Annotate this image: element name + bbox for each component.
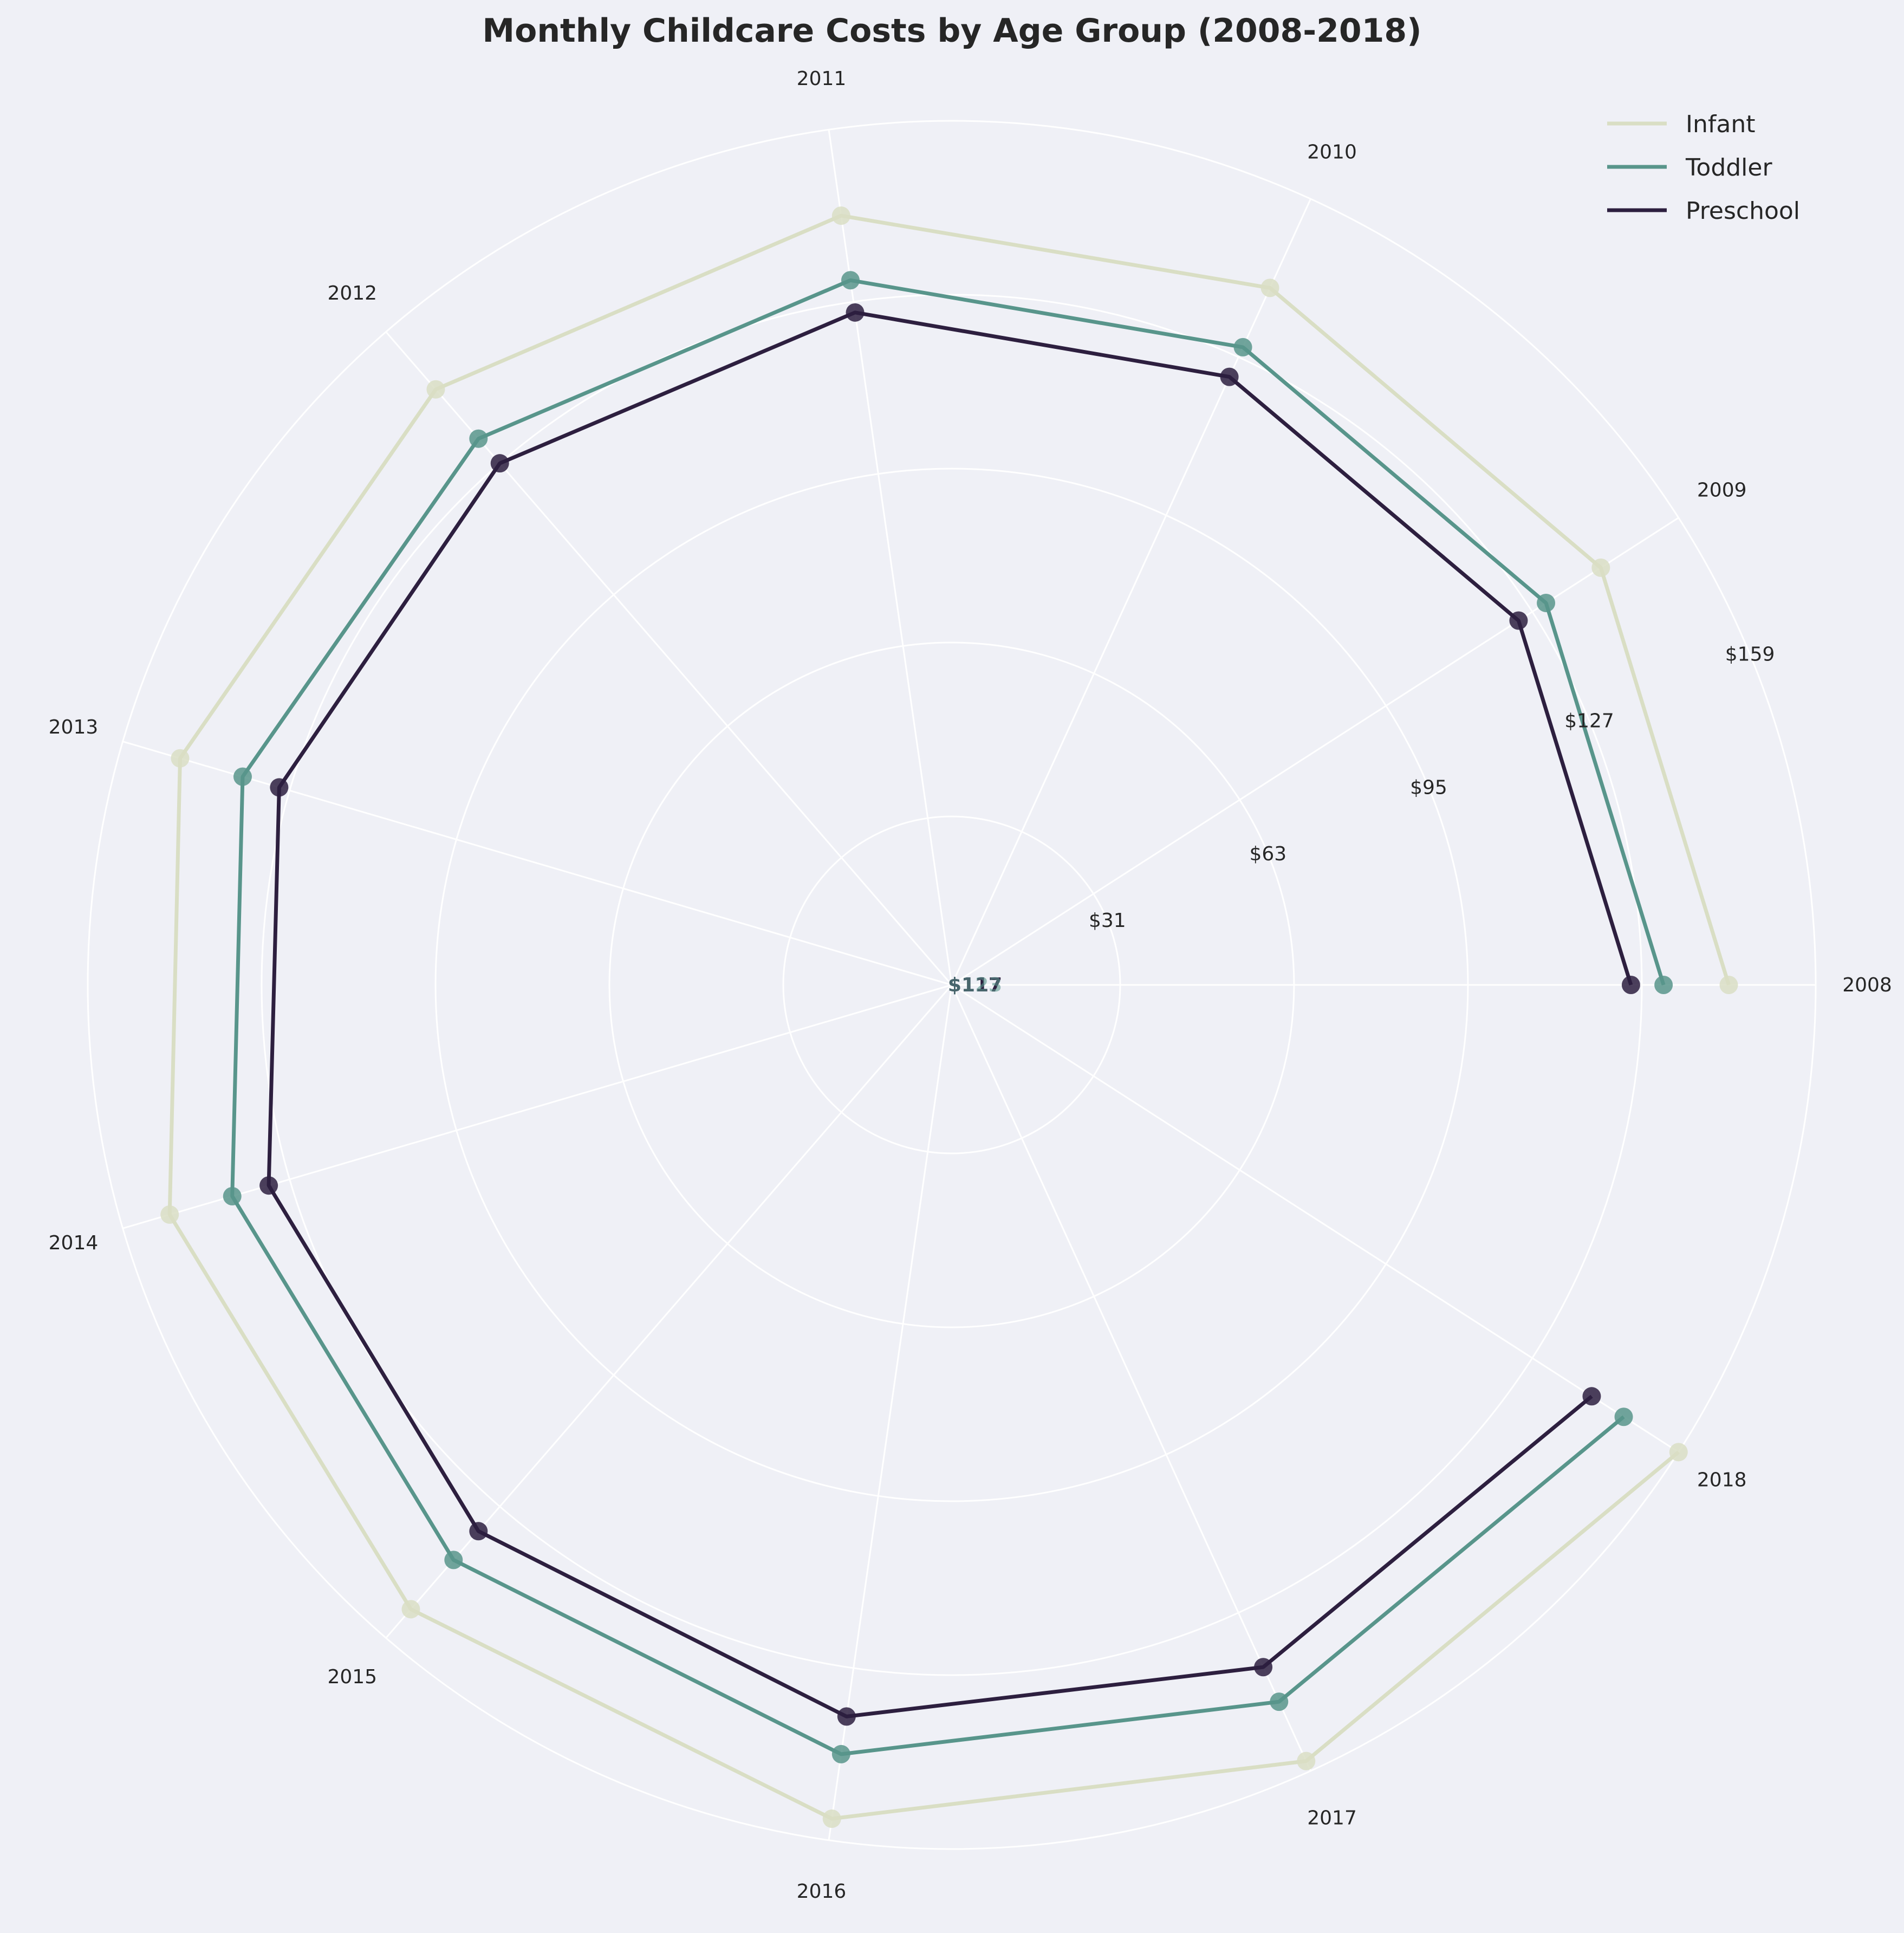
- data-point-infant-2015: [401, 1600, 420, 1619]
- legend-label-preschool: Preschool: [1686, 197, 1800, 225]
- data-point-preschool-2013: [270, 778, 289, 797]
- data-point-toddler-2015: [444, 1551, 463, 1569]
- series-toddler: [223, 271, 1673, 1763]
- data-point-preschool-2012: [490, 454, 509, 473]
- spoke-2016: [828, 984, 953, 1840]
- data-point-preschool-2015: [469, 1522, 488, 1541]
- category-label-2008: 2008: [1842, 974, 1892, 996]
- spoke-2013: [122, 741, 952, 986]
- data-point-infant-2012: [426, 380, 445, 399]
- legend-label-toddler: Toddler: [1685, 154, 1772, 181]
- radial-tick-label-2: $95: [1410, 776, 1447, 799]
- data-point-preschool-2009: [1509, 611, 1528, 630]
- data-point-infant-2016: [822, 1809, 841, 1828]
- category-label-2010: 2010: [1307, 141, 1357, 164]
- series-infant: [160, 206, 1738, 1828]
- data-point-toddler-2018: [1614, 1407, 1633, 1426]
- series-line-preschool: [267, 310, 1633, 1718]
- radial-tick-label-0: $31: [1089, 910, 1126, 932]
- category-label-2017: 2017: [1307, 1807, 1357, 1829]
- label-layer: $31 $63 $95 $127 $159 $117$123 2008 2009 2010 201…: [49, 68, 1892, 1903]
- spoke-2010: [951, 198, 1311, 985]
- series-line-infant: [167, 213, 1731, 1821]
- center-label-0: $117: [948, 974, 1002, 996]
- data-point-toddler-2017: [1270, 1692, 1289, 1711]
- radial-tick-label-1: $63: [1250, 843, 1287, 865]
- chart-title: Monthly Childcare Costs by Age Group (20…: [482, 12, 1422, 50]
- data-point-toddler-2016: [831, 1744, 850, 1763]
- data-point-toddler-2011: [841, 271, 860, 290]
- data-point-infant-2008: [1719, 976, 1738, 994]
- spoke-2018: [951, 984, 1679, 1453]
- data-point-preschool-2017: [1254, 1658, 1273, 1677]
- data-point-toddler-2012: [469, 429, 488, 448]
- data-point-infant-2013: [171, 749, 190, 768]
- category-label-2012: 2012: [327, 282, 377, 304]
- data-point-infant-2010: [1260, 278, 1279, 297]
- legend: Infant Toddler Preschool: [1607, 111, 1800, 225]
- data-point-infant-2009: [1591, 558, 1610, 577]
- radial-tick-label-3: $127: [1564, 710, 1614, 732]
- center-label-1: $123: [948, 974, 1002, 996]
- data-point-preschool-2014: [259, 1176, 278, 1195]
- data-point-preschool-2018: [1582, 1387, 1601, 1406]
- data-point-infant-2014: [160, 1205, 179, 1224]
- data-point-toddler-2014: [223, 1187, 242, 1206]
- data-point-preschool-2016: [837, 1707, 856, 1726]
- data-point-infant-2017: [1297, 1752, 1316, 1770]
- data-point-toddler-2013: [233, 767, 252, 786]
- data-point-infant-2018: [1669, 1443, 1688, 1462]
- spoke-2011: [828, 129, 953, 985]
- data-point-infant-2011: [831, 206, 850, 225]
- data-point-preschool-2010: [1220, 367, 1239, 386]
- series-preschool: [259, 303, 1640, 1726]
- category-label-2013: 2013: [49, 716, 99, 738]
- spoke-2015: [385, 984, 953, 1639]
- radial-tick-label-4: $159: [1725, 644, 1775, 666]
- data-point-toddler-2009: [1537, 593, 1556, 612]
- legend-label-infant: Infant: [1686, 111, 1755, 138]
- data-point-preschool-2008: [1621, 976, 1640, 994]
- spoke-2012: [385, 331, 953, 985]
- category-label-2009: 2009: [1697, 479, 1747, 501]
- category-label-2014: 2014: [49, 1232, 99, 1254]
- category-label-2016: 2016: [797, 1880, 847, 1903]
- series-layer: [160, 206, 1738, 1828]
- category-label-2018: 2018: [1697, 1469, 1747, 1491]
- spoke-2017: [951, 984, 1311, 1772]
- category-label-2011: 2011: [797, 68, 847, 90]
- data-point-toddler-2010: [1233, 338, 1252, 356]
- data-point-toddler-2008: [1654, 976, 1673, 994]
- spoke-2009: [951, 517, 1679, 986]
- spoke-2014: [122, 984, 952, 1229]
- data-point-preschool-2011: [846, 303, 865, 322]
- category-label-2015: 2015: [327, 1666, 377, 1688]
